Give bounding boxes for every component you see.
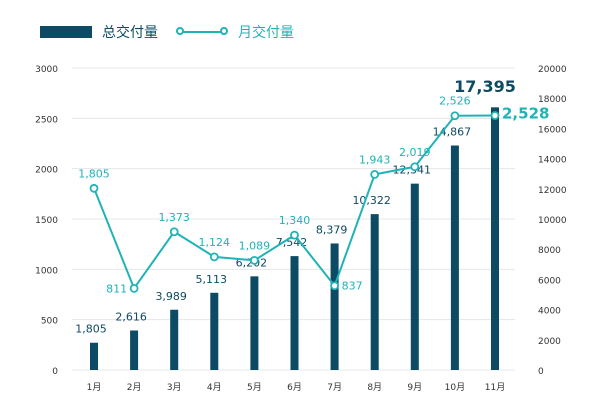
y-right-tick-label: 10000	[538, 216, 567, 226]
bar	[250, 276, 259, 370]
line-value-label: 1,373	[158, 211, 190, 224]
y-right-tick-label: 20000	[538, 65, 567, 75]
legend-label-monthly: 月交付量	[238, 25, 294, 41]
bar	[330, 243, 339, 370]
line-value-label: 1,340	[279, 214, 311, 227]
line-point	[410, 162, 420, 172]
line-point	[450, 111, 460, 121]
line-point	[330, 281, 340, 291]
y-right-tick-label: 14000	[538, 156, 567, 166]
line-point	[89, 183, 99, 193]
bar-value-label: 10,322	[352, 194, 391, 207]
y-left-tick-label: 1500	[35, 216, 58, 226]
x-tick-label: 4月	[207, 382, 222, 393]
line-point	[249, 255, 259, 265]
line-value-label: 2,528	[502, 105, 549, 123]
line-value-label: 1,805	[78, 167, 110, 180]
line-value-label: 837	[342, 280, 363, 293]
y-right-tick-label: 18000	[538, 95, 567, 105]
line-point	[169, 227, 179, 237]
bar	[410, 183, 419, 370]
line-point	[129, 283, 139, 293]
x-tick-label: 8月	[367, 382, 382, 393]
y-right-tick-label: 0	[538, 367, 544, 377]
bar-value-label: 14,867	[433, 126, 472, 139]
y-left-tick-label: 0	[52, 367, 58, 377]
x-tick-label: 9月	[407, 382, 422, 393]
line-value-label: 811	[106, 282, 127, 295]
bar-value-label: 1,805	[75, 323, 107, 336]
x-tick-label: 11月	[485, 382, 505, 393]
legend-label-total: 总交付量	[102, 25, 158, 41]
x-tick-label: 2月	[127, 382, 142, 393]
y-left-tick-label: 1000	[35, 266, 58, 276]
y-left-tick-label: 3000	[35, 65, 58, 75]
x-tick-label: 10月	[445, 382, 465, 393]
bar-value-label: 12,341	[393, 164, 432, 177]
bar	[130, 330, 139, 370]
bar-value-label: 17,395	[454, 77, 516, 96]
bar-value-label: 5,113	[196, 273, 228, 286]
x-tick-label: 7月	[327, 382, 342, 393]
bar-value-label: 3,989	[155, 290, 187, 303]
x-tick-label: 6月	[287, 382, 302, 393]
bar	[491, 107, 499, 370]
bar	[210, 292, 219, 370]
line-value-label: 1,124	[199, 236, 231, 249]
bar	[370, 214, 379, 370]
y-right-tick-label: 4000	[538, 307, 561, 317]
bar	[90, 342, 98, 370]
line-point	[370, 170, 380, 179]
bar	[450, 145, 459, 370]
line-point	[490, 111, 500, 120]
y-right-tick-label: 16000	[538, 125, 567, 135]
y-right-tick-label: 12000	[538, 186, 567, 196]
y-left-tick-label: 2500	[35, 115, 58, 125]
legend-swatch-bar	[40, 26, 92, 38]
line-point	[290, 230, 299, 240]
y-right-tick-label: 6000	[538, 276, 561, 286]
legend-item-total: 总交付量	[40, 22, 158, 42]
legend-swatch-line	[176, 26, 228, 38]
legend-item-monthly: 月交付量	[176, 22, 294, 42]
y-left-tick-label: 2000	[35, 166, 58, 176]
line-value-label: 2,526	[439, 95, 471, 108]
y-right-tick-label: 2000	[538, 337, 561, 347]
bar-value-label: 7,542	[276, 236, 308, 249]
x-tick-label: 5月	[247, 382, 262, 393]
legend: 总交付量 月交付量	[40, 22, 294, 42]
bar	[290, 256, 299, 370]
line-point	[209, 252, 219, 262]
y-left-tick-label: 500	[41, 317, 58, 327]
line-value-label: 1,089	[239, 239, 271, 252]
line-value-label: 1,943	[359, 153, 391, 166]
x-tick-label: 3月	[167, 382, 182, 393]
bar	[170, 309, 179, 370]
x-tick-label: 1月	[87, 382, 102, 393]
bar-value-label: 8,379	[316, 223, 348, 236]
bar-value-label: 2,616	[115, 310, 147, 323]
y-right-tick-label: 8000	[538, 246, 561, 256]
line-value-label: 2,019	[399, 146, 431, 159]
